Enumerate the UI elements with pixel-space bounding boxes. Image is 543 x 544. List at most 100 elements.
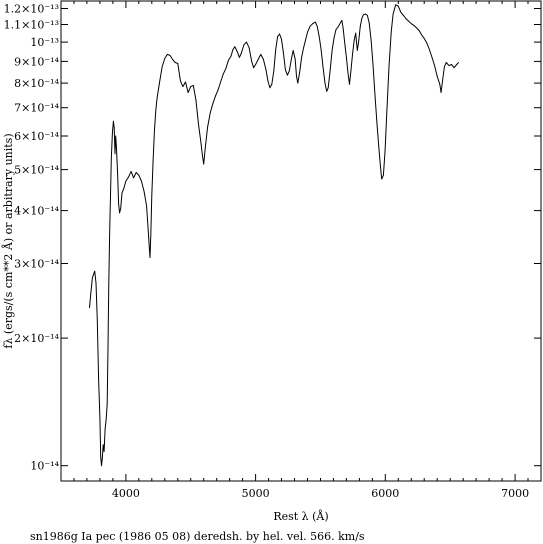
spectrum-point: [92, 277, 93, 278]
spectrum-point: [410, 23, 412, 25]
spectrum-point: [370, 39, 372, 41]
spectrum-point: [451, 64, 452, 65]
spectrum-point: [263, 59, 264, 60]
spectrum-point: [294, 59, 296, 60]
y-tick-label: 9×10⁻¹⁴: [14, 55, 59, 68]
spectrum-point: [273, 70, 275, 72]
spectrum-point: [112, 132, 113, 134]
spectrum-point: [347, 72, 349, 74]
spectrum-point: [423, 38, 425, 39]
spectrum-point: [93, 274, 94, 276]
spectrum-point: [444, 66, 445, 67]
spectrum-point: [374, 93, 376, 95]
spectrum-point: [383, 174, 384, 176]
plot-frame: [60, 0, 542, 482]
spectrum-point: [384, 150, 386, 151]
spectrum-point: [314, 21, 316, 23]
spectrum-point: [180, 80, 181, 82]
spectrum-point: [287, 74, 288, 76]
spectrum-point: [312, 23, 314, 25]
spectrum-point: [106, 403, 108, 405]
spectrum-point: [154, 131, 155, 132]
spectrum-point: [207, 126, 209, 128]
spectrum-point: [148, 245, 150, 247]
spectrum-point: [397, 5, 399, 7]
spectrum-points: [89, 4, 459, 467]
spectrum-point: [217, 89, 219, 91]
spectrum-point: [283, 53, 284, 54]
spectrum-point: [141, 180, 142, 182]
spectrum-point: [352, 53, 353, 54]
spectrum-point: [413, 25, 415, 26]
spectrum-point: [110, 158, 112, 160]
spectrum-point: [322, 67, 324, 69]
spectrum-point: [133, 177, 135, 179]
spectrum-point: [104, 428, 106, 430]
spectrum-point: [149, 257, 151, 258]
spectrum-point: [307, 31, 308, 33]
spectrum-point: [288, 70, 290, 72]
spectrum-point: [303, 47, 304, 49]
spectrum-point: [318, 36, 320, 37]
y-tick-label: 10⁻¹³: [30, 36, 59, 49]
y-tick-label: 10⁻¹⁴: [30, 460, 59, 473]
x-tick-label: 4000: [112, 487, 140, 500]
spectrum-point: [255, 64, 256, 65]
y-axis-ticks: 10⁻¹⁴ 2×10⁻¹⁴ 3×10⁻¹⁴ 4×10⁻¹⁴ 5×10⁻¹⁴ 6×10⁻¹⁴…: [4, 3, 541, 473]
spectrum-point: [395, 4, 397, 6]
spectrum-point: [416, 27, 417, 29]
y-tick-label: 1.2×10⁻¹³: [4, 3, 59, 16]
y-tick-label: 2×10⁻¹⁴: [14, 332, 59, 345]
spectrum-point: [120, 207, 122, 209]
spectrum-point: [164, 58, 166, 59]
spectrum-point: [281, 38, 282, 40]
spectrum-point: [285, 69, 286, 71]
spectrum-point: [260, 54, 262, 55]
spectrum-point: [400, 12, 402, 13]
spectrum-point: [185, 81, 186, 83]
spectrum-point: [381, 178, 383, 180]
spectrum-point: [358, 41, 359, 43]
spectrum-point: [439, 83, 441, 85]
spectrum-point: [329, 69, 331, 71]
spectrum-point: [326, 90, 328, 92]
spectrum-point: [240, 53, 242, 54]
spectrum-point: [429, 49, 430, 50]
spectrum-point: [421, 34, 422, 36]
spectrum-point: [177, 63, 179, 64]
spectrum-point: [159, 81, 161, 83]
spectrum-point: [405, 18, 407, 20]
spectrum-point: [277, 36, 278, 37]
spectrum-point: [376, 122, 378, 124]
spectrum-point: [200, 143, 202, 145]
spectrum-point: [324, 82, 326, 84]
spectrum-point: [230, 56, 232, 57]
spectrum-point: [243, 44, 245, 46]
spectrum-point: [408, 20, 410, 22]
spectrum-point: [342, 28, 344, 30]
spectrum-point: [95, 282, 97, 284]
spectrum-point: [151, 194, 153, 196]
spectrum-point: [365, 13, 366, 15]
spectrum-point: [248, 47, 250, 49]
x-tick-label: 6000: [371, 487, 399, 500]
spectrum-point: [99, 417, 101, 418]
y-tick-label: 8×10⁻¹⁴: [14, 77, 59, 90]
y-tick-label: 3×10⁻¹⁴: [14, 258, 59, 271]
spectrum-point: [331, 50, 333, 51]
spectrum-point: [271, 83, 273, 85]
spectrum-point: [453, 67, 455, 69]
spectrum-point: [147, 229, 149, 231]
spectrum-point: [138, 174, 140, 176]
spectrum-point: [108, 289, 110, 291]
spectrum-point: [115, 135, 117, 137]
spectrum-point: [346, 57, 347, 58]
spectrum-point: [203, 163, 205, 165]
spectrum-point: [367, 15, 368, 16]
spectrum-point: [350, 70, 352, 72]
spectrum-point: [386, 109, 388, 111]
spectrum-point: [190, 86, 192, 87]
spectrum-point: [456, 64, 458, 65]
spectrum-point: [215, 95, 216, 97]
spectrum-point: [301, 57, 302, 58]
